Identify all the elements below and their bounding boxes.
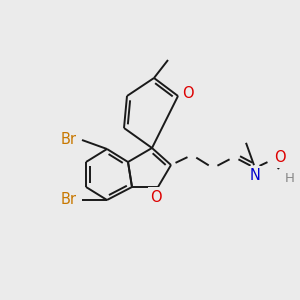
Text: O: O <box>274 151 286 166</box>
Text: N: N <box>250 169 260 184</box>
Text: H: H <box>285 172 295 184</box>
Text: O: O <box>150 190 162 205</box>
Text: Br: Br <box>61 133 77 148</box>
Text: Br: Br <box>61 193 77 208</box>
Text: O: O <box>182 86 194 101</box>
